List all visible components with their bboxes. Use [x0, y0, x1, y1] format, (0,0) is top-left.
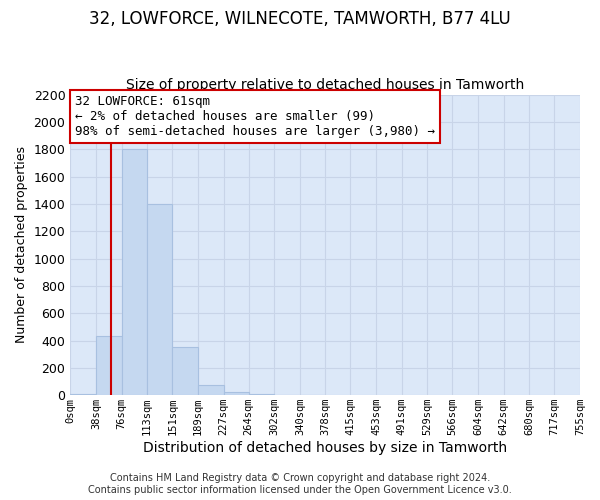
Text: 32 LOWFORCE: 61sqm
← 2% of detached houses are smaller (99)
98% of semi-detached: 32 LOWFORCE: 61sqm ← 2% of detached hous…: [76, 94, 436, 138]
Bar: [96, 336, 122, 395]
X-axis label: Distribution of detached houses by size in Tamworth: Distribution of detached houses by size …: [143, 441, 507, 455]
Bar: [172, 348, 198, 395]
Bar: [146, 204, 172, 395]
Bar: [122, 149, 147, 395]
Bar: [224, 392, 249, 395]
Text: Contains HM Land Registry data © Crown copyright and database right 2024.
Contai: Contains HM Land Registry data © Crown c…: [88, 474, 512, 495]
Bar: [70, 394, 96, 395]
Text: 32, LOWFORCE, WILNECOTE, TAMWORTH, B77 4LU: 32, LOWFORCE, WILNECOTE, TAMWORTH, B77 4…: [89, 10, 511, 28]
Title: Size of property relative to detached houses in Tamworth: Size of property relative to detached ho…: [126, 78, 524, 92]
Y-axis label: Number of detached properties: Number of detached properties: [15, 146, 28, 344]
Bar: [198, 385, 224, 395]
Bar: [248, 394, 274, 395]
